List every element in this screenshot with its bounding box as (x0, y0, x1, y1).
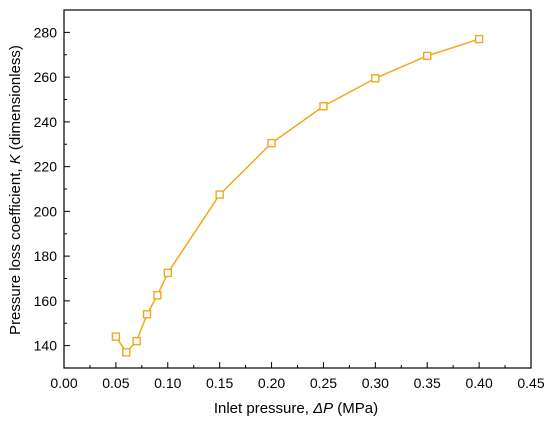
x-axis-label-prefix: Inlet pressure, (214, 400, 313, 417)
x-tick-label: 0.35 (414, 375, 441, 391)
plot-frame (63, 9, 532, 369)
data-point (132, 336, 141, 346)
y-axis-label-suffix: (dimensionless) (7, 45, 24, 154)
data-point (163, 268, 172, 278)
x-axis-label-suffix: (MPa) (333, 400, 378, 417)
x-tick-label: 0.00 (50, 375, 77, 391)
data-point (215, 190, 224, 199)
y-tick-label: 140 (34, 338, 58, 354)
x-tick-label: 0.25 (310, 375, 337, 391)
x-tick-label: 0.10 (154, 375, 181, 391)
data-point (371, 74, 380, 83)
data-point (111, 332, 121, 341)
x-tick-label: 0.20 (258, 375, 285, 391)
y-tick-label: 260 (34, 69, 58, 85)
series-line (115, 38, 480, 354)
data-point (142, 310, 152, 319)
x-tick-label: 0.45 (517, 375, 544, 391)
y-tick-label: 160 (34, 293, 58, 309)
x-axis-label: Inlet pressure, ΔP (MPa) (214, 400, 378, 417)
y-tick-label: 180 (34, 248, 58, 264)
data-point (267, 138, 276, 148)
x-tick-label: 0.30 (362, 375, 389, 391)
y-tick-label: 240 (34, 114, 58, 130)
y-tick-label: 220 (34, 159, 58, 175)
data-point (153, 291, 162, 300)
x-tick-label: 0.05 (102, 375, 129, 391)
y-tick-label: 200 (34, 203, 58, 219)
x-tick-label: 0.40 (465, 375, 492, 391)
y-axis-label-symbol: K (7, 153, 24, 164)
data-point (423, 51, 432, 61)
x-axis-label-symbol: ΔP (312, 400, 333, 417)
x-tick-label: 0.15 (206, 375, 233, 391)
data-point (319, 102, 328, 111)
data-point (122, 348, 131, 357)
y-axis-label: Pressure loss coefficient, K (dimensionl… (7, 45, 24, 335)
data-point (474, 34, 484, 44)
y-tick-label: 280 (34, 24, 58, 40)
y-axis-label-prefix: Pressure loss coefficient, (7, 164, 24, 335)
